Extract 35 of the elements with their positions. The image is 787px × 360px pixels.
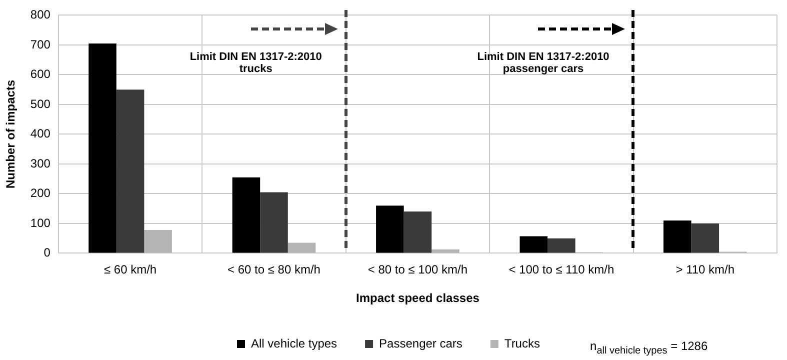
text: n$_{all vehicle types}$ = 1286 (590, 338, 708, 356)
y-tick-label: 500 (30, 96, 51, 111)
bar (232, 177, 260, 253)
x-tick-label: < 80 to ≤ 100 km/h (368, 262, 468, 277)
y-tick-label: 400 (30, 126, 51, 141)
legend-label: Trucks (504, 336, 540, 350)
x-tick-label: ≤ 60 km/h (104, 262, 157, 277)
bar (288, 242, 316, 253)
x-tick-label: > 110 km/h (676, 262, 735, 277)
x-tick-label: < 60 to ≤ 80 km/h (228, 262, 320, 277)
bar (663, 220, 692, 253)
bar (376, 206, 404, 253)
bar (404, 212, 432, 253)
y-tick-label: 200 (30, 186, 51, 200)
annotation: Limit DIN EN 1317-2:2010 passenger cars (476, 51, 610, 76)
bar (520, 236, 548, 253)
bar (260, 192, 288, 253)
bar (144, 230, 172, 253)
y-tick-label: 300 (30, 156, 51, 170)
y-tick-label: 600 (30, 67, 51, 82)
y-tick-label: 700 (30, 37, 51, 52)
x-axis-title: Impact speed classes (356, 291, 480, 306)
legend-label: All vehicle types (251, 336, 338, 350)
bar (116, 90, 144, 253)
y-tick-label: 800 (30, 8, 51, 22)
bar (691, 223, 720, 253)
y-axis-title: Number of impacts (4, 80, 18, 189)
bar (88, 43, 116, 253)
bar (432, 249, 460, 253)
y-tick-label: 100 (30, 216, 51, 230)
annotation: Limit DIN EN 1317-2:2010 trucks (188, 51, 323, 76)
x-tick-label: < 100 to ≤ 110 km/h (508, 262, 614, 277)
bar (548, 238, 576, 253)
y-tick-label: 0 (44, 246, 51, 260)
legend-label: Passenger cars (379, 336, 462, 350)
